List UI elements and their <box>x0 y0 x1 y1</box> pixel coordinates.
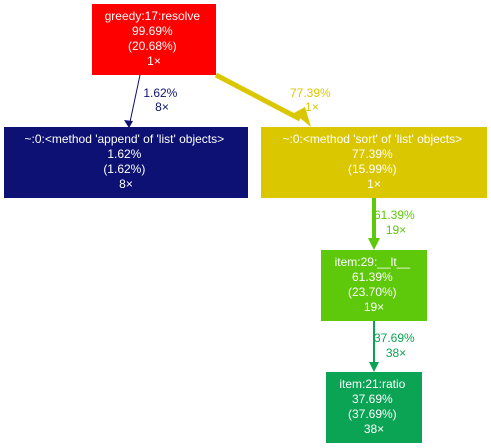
edge-label: 61.39% 19× <box>374 208 418 237</box>
edge-line <box>214 72 302 122</box>
node-item-ratio[interactable]: item:21:ratio 37.69% (37.69%) 38× <box>326 372 422 443</box>
node-box <box>261 127 487 198</box>
node-box <box>326 372 422 443</box>
edge-label: 1.62% 8× <box>143 86 180 114</box>
node-label: ~:0:<method 'sort' of 'list' objects> 77… <box>283 132 466 191</box>
node-box <box>4 127 248 198</box>
edge-greedy-to-append: 1.62% 8× <box>124 74 180 128</box>
edge-arrowhead <box>294 107 311 127</box>
node-box <box>321 250 427 321</box>
edge-lt-to-ratio: 37.69% 38× <box>369 321 418 372</box>
edge-sort-to-lt: 61.39% 19× <box>368 198 418 250</box>
node-label: item:29:__lt__ 61.39% (23.70%) 19× <box>335 255 414 314</box>
node-item-lt[interactable]: item:29:__lt__ 61.39% (23.70%) 19× <box>321 250 427 321</box>
node-list-sort[interactable]: ~:0:<method 'sort' of 'list' objects> 77… <box>261 127 487 198</box>
edge-line <box>129 74 141 123</box>
node-greedy-resolve[interactable]: greedy:17:resolve 99.69% (20.68%) 1× <box>92 4 216 75</box>
edge-label: 77.39% 1× <box>290 86 334 114</box>
edge-arrowhead <box>368 238 380 250</box>
edge-arrowhead <box>369 362 379 372</box>
node-box <box>92 4 216 75</box>
node-label: greedy:17:resolve 99.69% (20.68%) 1× <box>105 9 204 68</box>
node-label: ~:0:<method 'append' of 'list' objects> … <box>25 132 228 191</box>
node-list-append[interactable]: ~:0:<method 'append' of 'list' objects> … <box>4 127 248 198</box>
edge-label: 37.69% 38× <box>374 331 418 360</box>
edge-greedy-to-sort: 77.39% 1× <box>214 72 334 127</box>
node-label: item:21:ratio 37.69% (37.69%) 38× <box>339 377 408 436</box>
edge-arrowhead <box>124 120 133 128</box>
